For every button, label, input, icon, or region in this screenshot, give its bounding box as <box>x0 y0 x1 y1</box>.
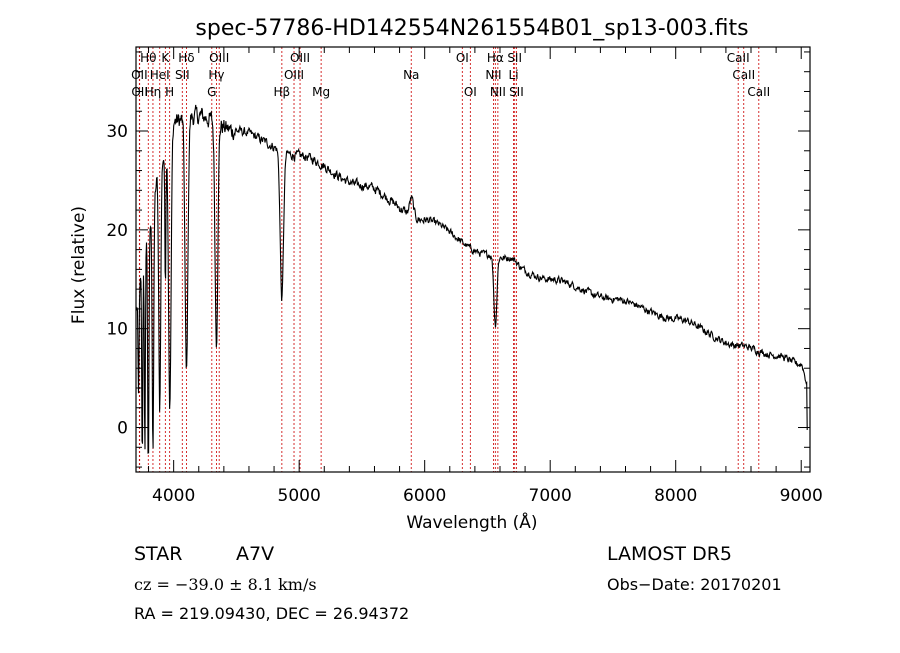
spectral-line-label: OIII <box>290 51 310 65</box>
spectral-line-label: Hα <box>487 51 504 65</box>
spectral-line-label: CaII <box>732 68 755 82</box>
y-tick-label: 20 <box>106 221 128 241</box>
x-tick-label: 4000 <box>152 486 195 506</box>
spectral-line-markers <box>138 47 760 472</box>
spectral-line-label: CaII <box>747 85 770 99</box>
spectral-line-label: OI <box>464 85 477 99</box>
spectral-line-label: Na <box>403 68 419 82</box>
spectral-line-label: OIII <box>284 68 304 82</box>
coordinates-label: RA = 219.09430, DEC = 26.94372 <box>134 604 409 623</box>
spectral-line-label: H <box>165 85 174 99</box>
spectral-line-label: Hδ <box>178 51 194 65</box>
x-tick-label: 6000 <box>403 486 446 506</box>
spectral-line-label: NII <box>485 68 501 82</box>
plot-frame <box>135 46 811 473</box>
axis-ticks <box>136 47 810 472</box>
y-tick-label: 30 <box>106 122 128 142</box>
y-axis-label: Flux (relative) <box>69 206 89 324</box>
spectral-line-label: K <box>161 51 170 65</box>
y-tick-label: 10 <box>106 320 128 340</box>
spectral-line-label: CaII <box>727 51 750 65</box>
obs-date-label: Obs−Date: 20170201 <box>607 575 782 594</box>
x-tick-label: 8000 <box>654 486 697 506</box>
x-axis-label: Wavelength (Å) <box>406 511 537 533</box>
spectral-line-label: OII <box>131 85 148 99</box>
spectral-line-label: SII <box>175 68 190 82</box>
spectral-line-label: G <box>207 85 216 99</box>
chart-title: spec-57786-HD142554N261554B01_sp13-003.f… <box>195 16 748 41</box>
object-type-label: STAR <box>134 543 182 565</box>
spectral-line-label: HeI <box>150 68 170 82</box>
spectral-line-label: SII <box>507 51 522 65</box>
spectral-line-label: Hγ <box>208 68 224 82</box>
x-tick-label: 5000 <box>278 486 321 506</box>
x-tick-label: 7000 <box>529 486 572 506</box>
spectral-line-label: Hβ <box>274 85 291 99</box>
spectral-line-label: Mg <box>312 85 330 99</box>
spectral-line-label: Hθ <box>140 51 156 65</box>
x-tick-label: 9000 <box>780 486 823 506</box>
survey-label: LAMOST DR5 <box>607 543 732 565</box>
spectral-line-label: Li <box>509 68 519 82</box>
y-tick-label: 0 <box>117 419 128 439</box>
spectral-class-label: A7V <box>236 543 274 565</box>
axis-tick-labels: 4000 5000 6000 7000 8000 9000 0 10 20 30 <box>106 122 822 506</box>
spectral-line-label: SII <box>509 85 524 99</box>
spectral-line-label: Hη <box>145 85 162 99</box>
spectral-line-label: OIII <box>209 51 229 65</box>
spectrum-series-line <box>135 104 808 454</box>
spectral-line-label: OII <box>131 68 148 82</box>
spectral-line-label: NII <box>490 85 506 99</box>
spectral-line-label: OI <box>456 51 469 65</box>
redshift-label: cz = −39.0 ± 8.1 km/s <box>134 575 317 594</box>
